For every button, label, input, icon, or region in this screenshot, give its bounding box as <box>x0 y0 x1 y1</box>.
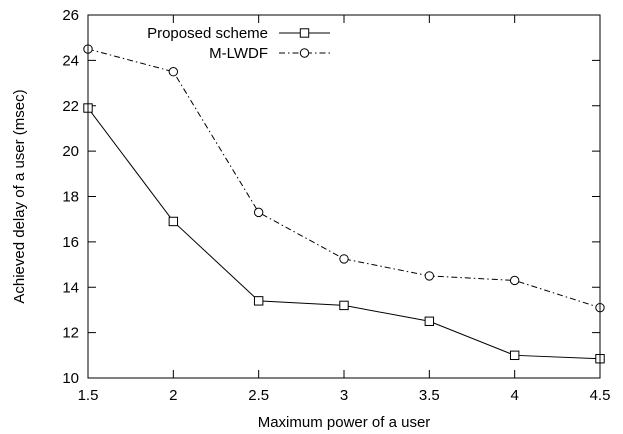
y-tick-label: 18 <box>62 189 79 206</box>
series-m-lwdf-point <box>424 271 435 281</box>
x-axis-label: Maximum power of a user <box>258 414 431 431</box>
x-tick-label: 2 <box>169 387 177 404</box>
legend-label-m-lwdf: M-LWDF <box>209 45 268 62</box>
y-tick-label: 26 <box>62 7 79 24</box>
series-m-lwdf-point <box>339 254 349 264</box>
y-tick-label: 24 <box>62 52 79 69</box>
series-proposed-scheme-point <box>424 316 435 326</box>
legend-proposed-scheme-point <box>299 28 310 38</box>
series-line-proposed-scheme <box>87 107 601 360</box>
x-tick-label: 2.5 <box>248 387 269 404</box>
x-tick-label: 4.5 <box>590 387 611 404</box>
series-m-lwdf-point <box>168 67 179 77</box>
series-proposed-scheme <box>83 103 605 364</box>
x-tick-label: 1.5 <box>78 387 99 404</box>
legend-label-proposed-scheme: Proposed scheme <box>147 25 268 42</box>
series-proposed-scheme-point <box>509 350 520 361</box>
series-m-lwdf-point <box>509 275 520 286</box>
y-tick-label: 16 <box>62 234 79 251</box>
series-line-m-lwdf <box>87 48 601 309</box>
series-m-lwdf-point <box>253 207 264 218</box>
y-tick-label: 22 <box>62 98 79 115</box>
series-proposed-scheme-point <box>168 216 179 227</box>
x-tick-label: 3 <box>340 387 348 404</box>
plot-frame <box>87 14 601 379</box>
x-tick-label: 3.5 <box>419 387 440 404</box>
axis-ticks: 1.5 2 2.5 3 3.5 4 4.5 10 12 14 16 18 20 22 24 26 <box>62 7 610 404</box>
series-proposed-scheme-point <box>339 300 349 311</box>
series-proposed-scheme-point <box>253 296 264 306</box>
y-tick-label: 10 <box>62 370 79 387</box>
plot-series <box>83 44 605 364</box>
legend: Proposed scheme M-LWDF <box>147 25 330 62</box>
y-tick-label: 12 <box>62 325 79 342</box>
x-tick-label: 4 <box>510 387 518 404</box>
y-tick-label: 20 <box>62 143 79 160</box>
series-m-lwdf <box>83 44 605 313</box>
y-axis-label: Achieved delay of a user (msec) <box>11 89 28 303</box>
legend-m-lwdf-point <box>299 48 310 58</box>
y-tick-label: 14 <box>62 279 79 296</box>
